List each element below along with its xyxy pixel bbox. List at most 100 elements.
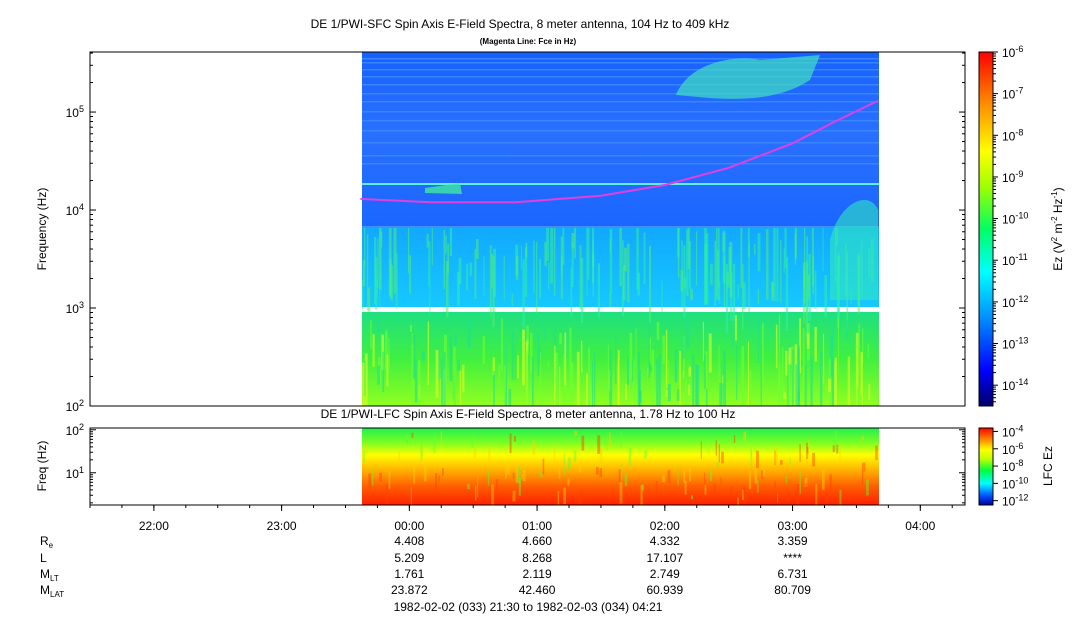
sfc-streak bbox=[775, 324, 778, 369]
lfc-tick-label: 102 bbox=[66, 422, 84, 438]
lfc-streak bbox=[553, 444, 556, 462]
sfc-streak bbox=[560, 236, 563, 299]
sfc-streak bbox=[515, 255, 519, 281]
sfc-streak bbox=[431, 227, 433, 266]
sfc-streak bbox=[482, 336, 486, 365]
sfc-streak bbox=[859, 394, 863, 406]
sfc-streak bbox=[773, 227, 776, 302]
lfc-title: DE 1/PWI-LFC Spin Axis E-Field Spectra, … bbox=[321, 407, 736, 421]
sfc-streak bbox=[716, 227, 718, 299]
sfc-streak bbox=[429, 241, 431, 315]
lfc-streak bbox=[785, 475, 788, 484]
sfc-streak bbox=[529, 332, 533, 374]
sfc-streak bbox=[393, 227, 397, 294]
sfc-spectrogram-image bbox=[362, 52, 880, 406]
sfc-colorbar-tick-label: 10-13 bbox=[1002, 336, 1028, 352]
lfc-colorbar-label: LFC Ez bbox=[1041, 446, 1055, 486]
sfc-streak bbox=[524, 246, 528, 298]
sfc-streak bbox=[453, 346, 456, 406]
sfc-streak bbox=[417, 360, 420, 406]
sfc-streak bbox=[382, 351, 385, 393]
lfc-streak bbox=[757, 480, 759, 493]
sfc-colorbar-tick-label: 10-10 bbox=[1002, 211, 1028, 227]
sfc-streak bbox=[588, 347, 590, 406]
sfc-streak bbox=[409, 324, 413, 332]
sfc-streak bbox=[537, 332, 540, 376]
lfc-streak bbox=[704, 472, 706, 491]
lfc-colorbar-tick-label: 10-12 bbox=[1002, 493, 1028, 509]
lfc-streak bbox=[832, 445, 835, 453]
sfc-streak bbox=[785, 350, 789, 376]
sfc-streak bbox=[553, 227, 556, 296]
lfc-streak bbox=[405, 433, 408, 444]
lfc-streak bbox=[442, 467, 444, 476]
sfc-streak bbox=[718, 227, 720, 287]
sfc-streak bbox=[757, 233, 761, 272]
sfc-streak bbox=[797, 345, 800, 406]
lfc-streak bbox=[372, 469, 374, 486]
sfc-interference-line bbox=[362, 58, 879, 60]
sfc-streak bbox=[696, 365, 700, 406]
sfc-streak bbox=[447, 243, 449, 274]
sfc-streak bbox=[822, 333, 825, 385]
lfc-streak bbox=[628, 447, 632, 466]
lfc-streak bbox=[834, 430, 838, 451]
sfc-streak bbox=[379, 231, 381, 307]
sfc-streak bbox=[814, 326, 817, 362]
ephemeris-value: 4.332 bbox=[650, 534, 680, 548]
sfc-streak bbox=[605, 386, 607, 406]
sfc-streak bbox=[656, 358, 659, 406]
sfc-streak bbox=[784, 227, 787, 269]
sfc-streak bbox=[846, 320, 848, 340]
sfc-streak bbox=[586, 227, 588, 296]
sfc-streak bbox=[543, 324, 546, 340]
lfc-streak bbox=[491, 484, 494, 505]
lfc-streak bbox=[597, 435, 601, 454]
sfc-streak bbox=[665, 330, 668, 388]
sfc-streak bbox=[736, 343, 738, 401]
sfc-streak bbox=[742, 282, 746, 309]
sfc-streak bbox=[812, 256, 815, 294]
lfc-streak bbox=[440, 431, 443, 446]
sfc-interference-line bbox=[362, 62, 879, 64]
sfc-streak bbox=[680, 269, 684, 292]
ephemeris-value: 6.731 bbox=[778, 567, 808, 581]
sfc-streak bbox=[636, 227, 639, 290]
sfc-streak bbox=[688, 384, 691, 396]
sfc-streak bbox=[794, 227, 798, 259]
sfc-streak bbox=[454, 333, 457, 347]
sfc-streak bbox=[637, 272, 640, 296]
sfc-streak bbox=[748, 242, 750, 313]
lfc-streak bbox=[762, 470, 766, 477]
sfc-streak bbox=[367, 287, 371, 312]
sfc-streak bbox=[686, 317, 690, 349]
lfc-streak bbox=[488, 446, 491, 462]
sfc-streak bbox=[546, 227, 550, 261]
sfc-streak bbox=[526, 339, 529, 345]
sfc-streak bbox=[607, 344, 609, 394]
sfc-streak bbox=[761, 323, 764, 385]
sfc-streak bbox=[659, 354, 661, 406]
sfc-streak bbox=[458, 258, 462, 285]
sfc-streak bbox=[747, 227, 750, 258]
lfc-streak bbox=[506, 465, 510, 475]
lfc-streak bbox=[398, 451, 401, 463]
sfc-streak bbox=[695, 364, 698, 406]
sfc-streak bbox=[780, 240, 782, 303]
sfc-streak bbox=[649, 365, 652, 372]
sfc-streak bbox=[547, 360, 549, 367]
sfc-streak bbox=[364, 227, 366, 266]
sfc-streak bbox=[525, 242, 528, 258]
lfc-streak bbox=[512, 472, 515, 479]
sfc-streak bbox=[377, 238, 379, 288]
sfc-streak bbox=[662, 335, 666, 365]
sfc-streak bbox=[414, 359, 418, 403]
sfc-streak bbox=[576, 351, 580, 406]
sfc-streak bbox=[679, 351, 681, 406]
sfc-streak bbox=[837, 317, 840, 374]
sfc-band-low bbox=[362, 312, 879, 406]
sfc-streak bbox=[467, 319, 471, 349]
lfc-streak bbox=[581, 435, 585, 451]
sfc-tick-label: 104 bbox=[66, 202, 84, 218]
sfc-streak bbox=[426, 233, 429, 248]
